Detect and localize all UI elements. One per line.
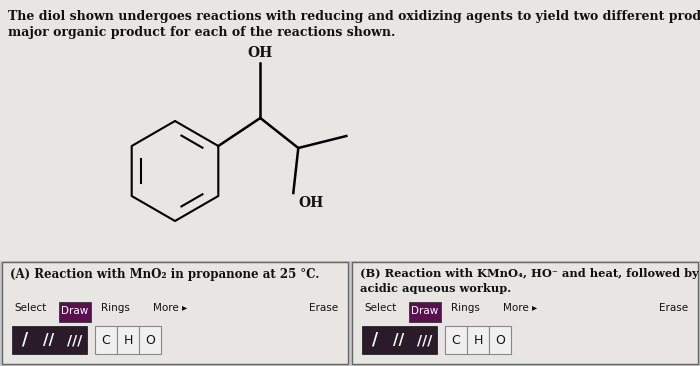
Text: Rings: Rings [101, 303, 130, 313]
Text: OH: OH [248, 46, 273, 60]
Text: Erase: Erase [309, 303, 338, 313]
Text: O: O [495, 333, 505, 347]
Text: acidic aqueous workup.: acidic aqueous workup. [360, 283, 511, 294]
Text: /: / [22, 331, 28, 349]
Bar [352, 262, 698, 364]
Bar [445, 326, 467, 354]
Text: (B) Reaction with KMnO₄, HO⁻ and heat, followed by an: (B) Reaction with KMnO₄, HO⁻ and heat, f… [360, 268, 700, 279]
Text: ///: /// [67, 333, 83, 347]
Bar [59, 302, 91, 322]
Bar [489, 326, 511, 354]
Text: Erase: Erase [659, 303, 688, 313]
Text: O: O [145, 333, 155, 347]
Text: Select: Select [364, 303, 396, 313]
Bar [409, 302, 441, 322]
Text: major organic product for each of the reactions shown.: major organic product for each of the re… [8, 26, 395, 39]
Bar [117, 326, 139, 354]
Text: The diol shown undergoes reactions with reducing and oxidizing agents to yield t: The diol shown undergoes reactions with … [8, 10, 700, 23]
Bar [139, 326, 161, 354]
Text: OH: OH [298, 196, 323, 210]
Text: H: H [123, 333, 133, 347]
Text: Draw: Draw [412, 306, 439, 316]
Text: H: H [473, 333, 483, 347]
Text: (A) Reaction with MnO₂ in propanone at 25 °C.: (A) Reaction with MnO₂ in propanone at 2… [10, 268, 319, 281]
Bar [2, 262, 348, 364]
Text: //: // [393, 332, 405, 347]
Bar [362, 326, 437, 354]
Bar [0, 0, 700, 261]
Text: C: C [102, 333, 111, 347]
Bar [12, 326, 87, 354]
Text: ///: /// [417, 333, 433, 347]
Text: Draw: Draw [62, 306, 89, 316]
Text: C: C [452, 333, 461, 347]
Text: Rings: Rings [451, 303, 480, 313]
Text: More ▸: More ▸ [503, 303, 538, 313]
Text: Select: Select [14, 303, 46, 313]
Bar [467, 326, 489, 354]
Text: More ▸: More ▸ [153, 303, 188, 313]
Text: //: // [43, 332, 55, 347]
Bar [95, 326, 117, 354]
Text: /: / [372, 331, 378, 349]
